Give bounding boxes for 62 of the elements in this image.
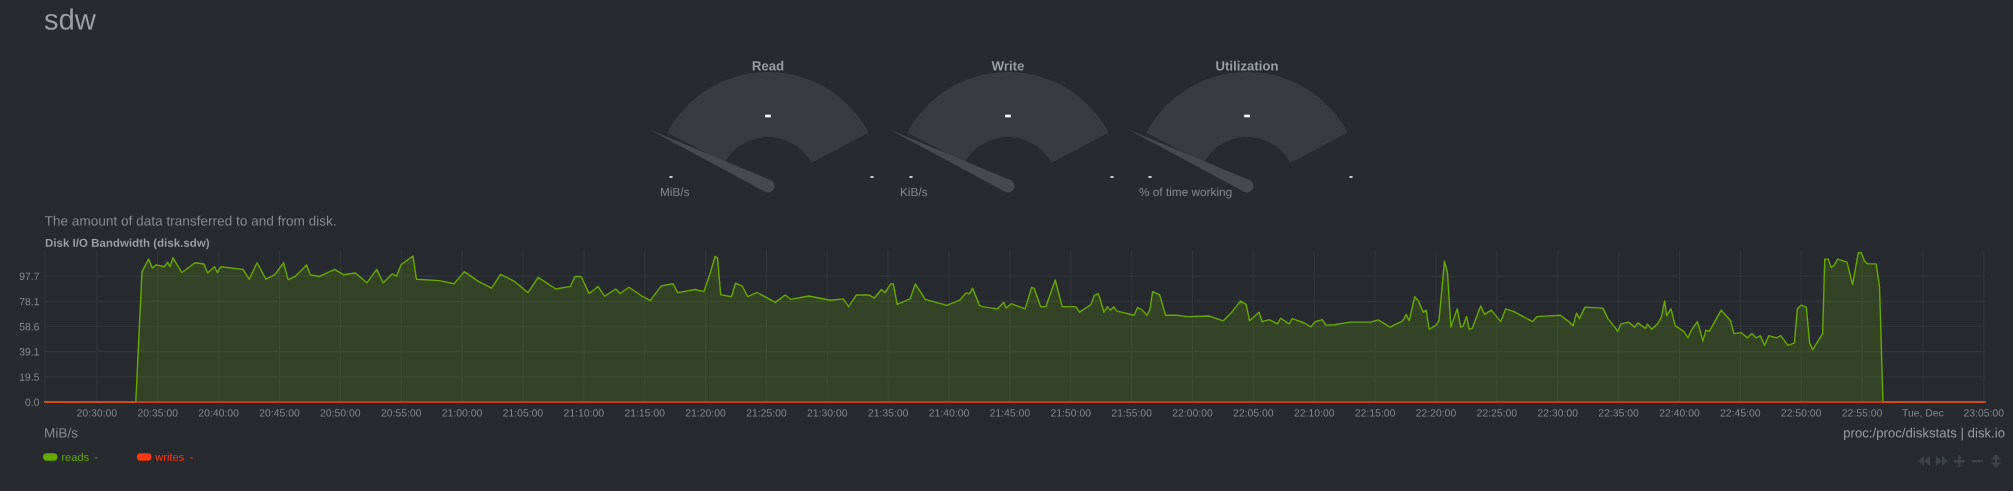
y-tick-label: 19.5 (19, 373, 40, 381)
text: - (870, 176, 874, 178)
y-tick-label: 0.0 (25, 398, 40, 406)
x-tick-label: 22:00:00 (1172, 409, 1213, 417)
x-tick-label: 22:45:00 (1720, 409, 1761, 417)
x-tick-label: 22:20:00 (1416, 409, 1456, 417)
y-tick-label: 39.1 (19, 348, 39, 356)
legend-label: writes (155, 452, 184, 461)
x-tick-label: 22:55:00 (1842, 409, 1882, 417)
chart-title: Disk I/O Bandwidth (disk.sdw) (45, 238, 210, 250)
text: proc:/proc/diskstats | disk.io (1844, 427, 2005, 441)
text: MiB/s (660, 187, 690, 197)
text: MiB/s (45, 427, 78, 438)
x-tick-label: 21:45:00 (990, 409, 1030, 417)
x-tick-label: 22:10:00 (1294, 409, 1335, 417)
text: - (1349, 176, 1353, 178)
x-tick-label: 21:55:00 (1111, 409, 1152, 417)
x-tick-label: 20:40:00 (198, 409, 239, 417)
x-tick-label: Tue, Dec (1902, 409, 1944, 418)
y-tick-label: 97.7 (19, 272, 39, 280)
x-tick-label: 22:15:00 (1355, 409, 1395, 417)
x-tick-label: 23:05:00 (1964, 409, 2004, 417)
text: sdw (44, 8, 96, 30)
text: Read (752, 60, 784, 71)
x-tick-label: 22:40:00 (1659, 409, 1700, 417)
x-tick-label: 22:25:00 (1477, 409, 1517, 417)
x-tick-label: 20:50:00 (320, 409, 361, 417)
legend-label: reads (62, 452, 89, 461)
x-tick-label: 20:30:00 (77, 409, 117, 417)
x-tick-label: 21:20:00 (685, 409, 726, 417)
text: - (669, 176, 673, 178)
x-tick-label: 21:00:00 (442, 409, 482, 417)
y-tick-label: 58.6 (19, 323, 39, 331)
x-tick-label: 21:05:00 (503, 409, 543, 417)
text: KiB/s (900, 187, 928, 197)
x-tick-label: 21:35:00 (868, 409, 908, 417)
x-tick-label: 20:45:00 (259, 409, 300, 417)
text: - (1244, 114, 1250, 118)
x-tick-label: 21:50:00 (1050, 409, 1091, 417)
x-tick-label: 21:40:00 (929, 409, 969, 417)
x-tick-label: 22:30:00 (1537, 409, 1578, 417)
x-tick-label: 21:10:00 (564, 409, 604, 417)
x-tick-label: 20:35:00 (137, 409, 178, 417)
x-tick-label: 21:25:00 (746, 409, 787, 417)
x-tick-label: 21:30:00 (807, 409, 848, 417)
y-tick-label: 78.1 (19, 297, 39, 306)
text: - (765, 114, 771, 118)
text: Utilization (1216, 60, 1278, 71)
x-tick-label: 22:35:00 (1598, 409, 1639, 417)
text: - (1110, 176, 1114, 178)
text: Write (991, 60, 1024, 71)
text: - (190, 457, 193, 459)
text: - (1005, 114, 1011, 118)
text: - (94, 457, 98, 459)
x-tick-label: 20:55:00 (381, 409, 422, 417)
text: % of time working (1139, 187, 1232, 199)
text: - (909, 176, 913, 178)
x-tick-label: 22:50:00 (1781, 409, 1822, 417)
x-tick-label: 22:05:00 (1233, 409, 1274, 417)
x-tick-label: 21:15:00 (624, 409, 665, 417)
text: - (1148, 176, 1152, 178)
chart-subtitle: The amount of data transferred to and from disk. (44, 215, 336, 226)
